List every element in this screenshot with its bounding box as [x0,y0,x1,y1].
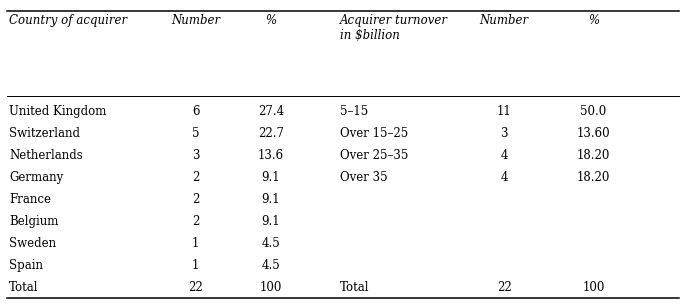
Text: 22: 22 [188,281,203,294]
Text: 22: 22 [497,281,512,294]
Text: 3: 3 [192,149,199,162]
Text: Over 15–25: Over 15–25 [340,127,407,140]
Text: Number: Number [171,14,220,27]
Text: 27.4: 27.4 [258,105,284,118]
Text: 5: 5 [192,127,199,140]
Text: 13.6: 13.6 [258,149,284,162]
Text: Country of acquirer: Country of acquirer [9,14,127,27]
Text: 4: 4 [501,171,508,184]
Text: Number: Number [480,14,529,27]
Text: 9.1: 9.1 [261,193,281,206]
Text: 9.1: 9.1 [261,215,281,228]
Text: Over 35: Over 35 [340,171,387,184]
Text: United Kingdom: United Kingdom [9,105,106,118]
Text: 11: 11 [497,105,512,118]
Text: %: % [265,14,276,27]
Text: 4: 4 [501,149,508,162]
Text: Total: Total [9,281,38,294]
Text: %: % [588,14,599,27]
Text: 6: 6 [192,105,199,118]
Text: 13.60: 13.60 [576,127,611,140]
Text: 18.20: 18.20 [577,171,610,184]
Text: 100: 100 [260,281,282,294]
Text: 2: 2 [192,193,199,206]
Text: Switzerland: Switzerland [9,127,80,140]
Text: 1: 1 [192,237,199,250]
Text: 22.7: 22.7 [258,127,284,140]
Text: Acquirer turnover
in $billion: Acquirer turnover in $billion [340,14,447,42]
Text: Germany: Germany [9,171,63,184]
Text: 50.0: 50.0 [580,105,606,118]
Text: 2: 2 [192,171,199,184]
Text: Belgium: Belgium [9,215,58,228]
Text: 9.1: 9.1 [261,171,281,184]
Text: 3: 3 [501,127,508,140]
Text: 2: 2 [192,215,199,228]
Text: 100: 100 [582,281,604,294]
Text: Netherlands: Netherlands [9,149,83,162]
Text: 1: 1 [192,259,199,272]
Text: Total: Total [340,281,369,294]
Text: France: France [9,193,51,206]
Text: 4.5: 4.5 [261,237,281,250]
Text: 5–15: 5–15 [340,105,368,118]
Text: 4.5: 4.5 [261,259,281,272]
Text: Over 25–35: Over 25–35 [340,149,408,162]
Text: Sweden: Sweden [9,237,56,250]
Text: 18.20: 18.20 [577,149,610,162]
Text: Spain: Spain [9,259,43,272]
